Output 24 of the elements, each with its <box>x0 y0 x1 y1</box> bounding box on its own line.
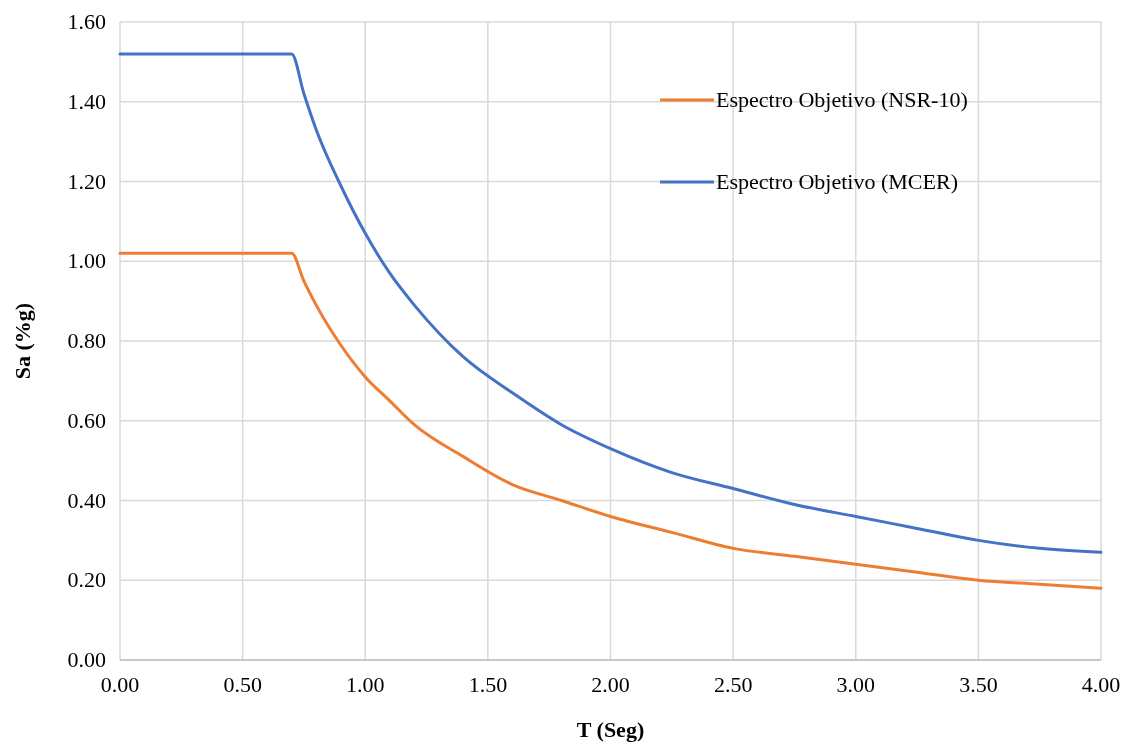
x-tick-label: 1.50 <box>468 672 508 697</box>
line-series <box>118 251 1103 590</box>
y-tick-label: 1.60 <box>67 9 106 34</box>
x-tick-label: 0.00 <box>100 672 140 697</box>
x-tick-label: 1.00 <box>346 672 385 697</box>
x-tick-label: 2.50 <box>713 672 753 697</box>
y-tick-label: 0.20 <box>67 567 106 593</box>
y-tick-label: 0.80 <box>67 328 106 353</box>
y-tick-label: 1.40 <box>67 88 106 114</box>
y-tick-label: 0.00 <box>67 647 106 672</box>
x-axis-title: T (Seg) <box>576 717 645 742</box>
y-tick-label: 1.00 <box>67 248 106 274</box>
legend-label: Espectro Objetivo (MCER) <box>716 169 958 194</box>
y-tick-label: 0.40 <box>67 487 106 513</box>
x-tick-label: 4.00 <box>1081 672 1121 697</box>
x-tick-label: 3.00 <box>836 672 875 697</box>
x-tick-label: 2.00 <box>591 672 630 697</box>
y-tick-label: 1.20 <box>67 168 106 194</box>
line-series <box>118 52 1103 554</box>
y-tick-label: 0.60 <box>67 407 106 433</box>
legend-label: Espectro Objetivo (NSR-10) <box>716 87 968 112</box>
y-axis-title: Sa (%g) <box>10 302 35 380</box>
x-tick-label: 3.50 <box>959 672 998 697</box>
x-tick-label: 0.50 <box>223 672 262 697</box>
